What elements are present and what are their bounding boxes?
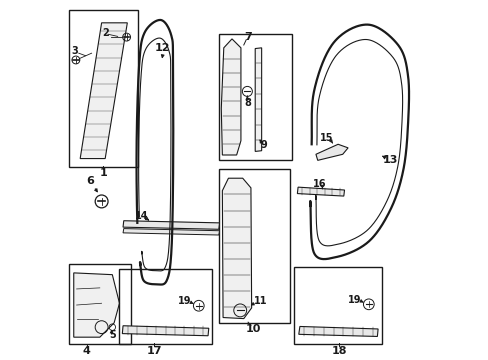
Text: 11: 11: [254, 296, 267, 306]
Text: 6: 6: [86, 176, 94, 186]
Text: 17: 17: [146, 346, 162, 356]
Polygon shape: [297, 187, 344, 196]
Text: 1: 1: [100, 168, 107, 178]
Text: 10: 10: [245, 324, 261, 334]
Text: 19: 19: [347, 295, 361, 305]
Text: 7: 7: [244, 32, 251, 42]
Polygon shape: [74, 273, 119, 337]
Bar: [293, 267, 382, 343]
Bar: [119, 269, 212, 343]
Text: 3: 3: [72, 46, 79, 57]
Text: 2: 2: [102, 28, 109, 38]
Text: 8: 8: [244, 98, 250, 108]
Text: 15: 15: [319, 133, 333, 143]
Polygon shape: [123, 229, 219, 235]
Bar: [218, 33, 291, 160]
Bar: [69, 264, 131, 344]
Text: 12: 12: [154, 43, 170, 53]
Text: 5: 5: [109, 330, 116, 340]
Polygon shape: [221, 39, 241, 155]
Polygon shape: [80, 23, 127, 158]
Polygon shape: [255, 48, 261, 152]
Polygon shape: [315, 144, 347, 160]
Text: 14: 14: [135, 211, 148, 221]
Text: 19: 19: [177, 296, 191, 306]
Text: 9: 9: [260, 140, 267, 150]
Polygon shape: [222, 178, 251, 319]
Polygon shape: [123, 221, 219, 229]
Text: 4: 4: [82, 346, 90, 356]
Polygon shape: [122, 326, 208, 336]
Bar: [69, 10, 138, 167]
Text: 16: 16: [312, 179, 325, 189]
Text: 18: 18: [331, 346, 346, 356]
Polygon shape: [298, 327, 377, 337]
Bar: [218, 169, 290, 323]
Text: 13: 13: [382, 156, 397, 165]
